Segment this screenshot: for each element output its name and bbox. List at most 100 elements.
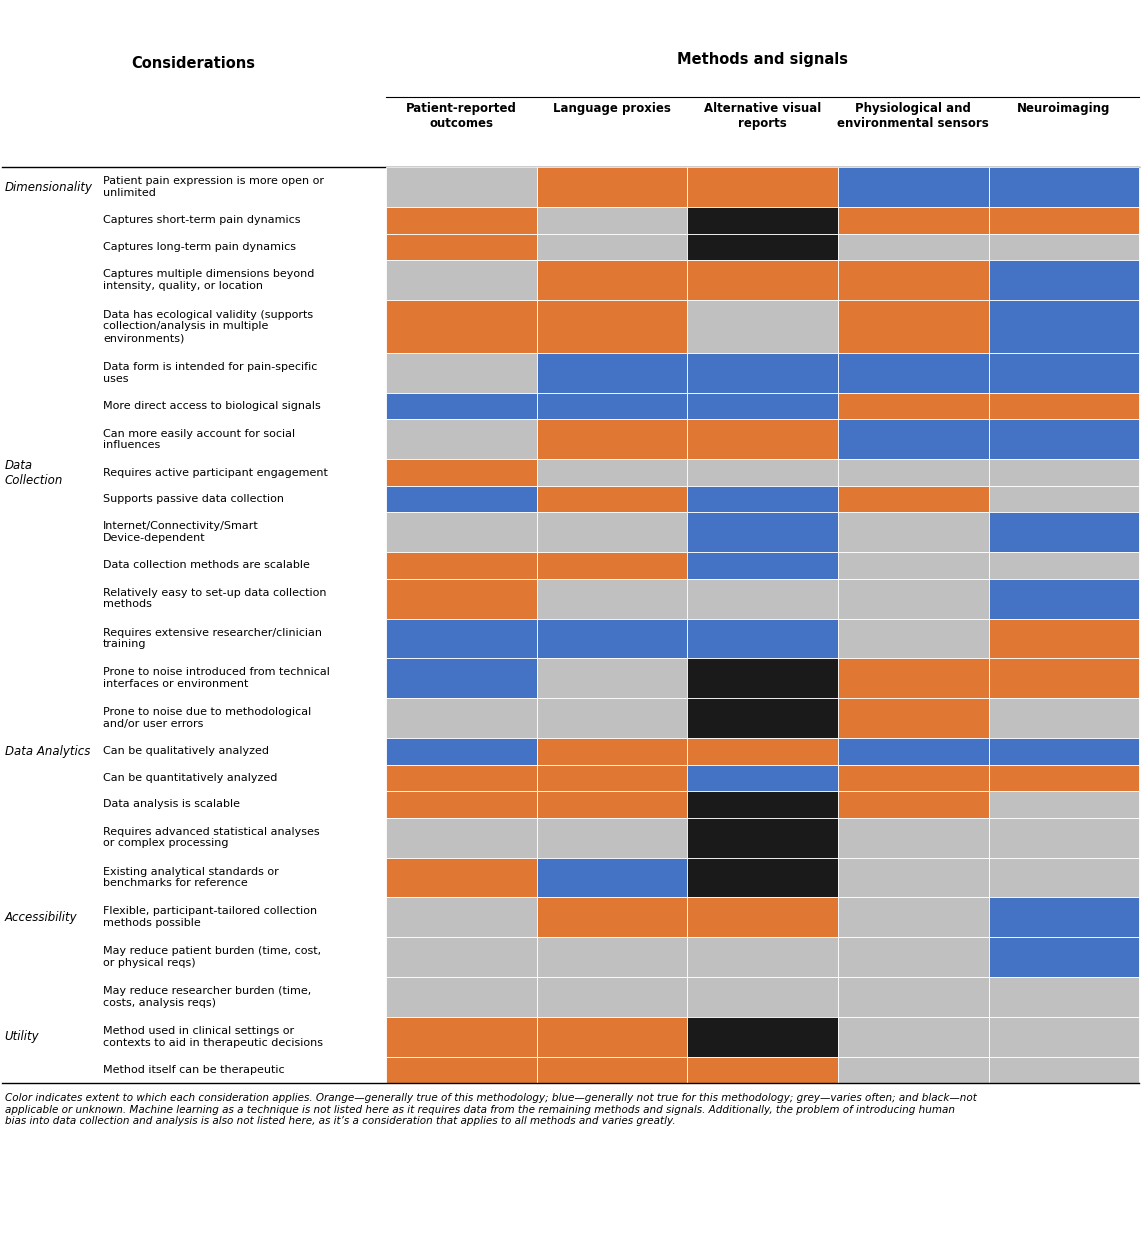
Bar [988, 392, 1139, 420]
Bar [838, 485, 988, 513]
Bar [838, 858, 988, 898]
Bar [386, 513, 537, 552]
Text: Requires active participant engagement: Requires active participant engagement [103, 468, 327, 478]
Bar [988, 659, 1139, 698]
Bar [687, 898, 838, 937]
Bar [988, 353, 1139, 392]
Text: Captures multiple dimensions beyond
intensity, quality, or location: Captures multiple dimensions beyond inte… [103, 269, 315, 291]
Text: Patient-reported
outcomes: Patient-reported outcomes [405, 102, 516, 130]
Bar [386, 791, 537, 818]
Bar [537, 167, 687, 207]
Bar [838, 207, 988, 234]
Bar [687, 260, 838, 300]
Bar [537, 459, 687, 485]
Bar [988, 698, 1139, 738]
Text: Alternative visual
reports: Alternative visual reports [704, 102, 821, 130]
Bar [537, 791, 687, 818]
Bar [537, 765, 687, 791]
Bar [386, 659, 537, 698]
Bar [687, 738, 838, 765]
Text: Language proxies: Language proxies [553, 102, 671, 115]
Text: Requires extensive researcher/clinician
training: Requires extensive researcher/clinician … [103, 628, 322, 649]
Bar [687, 300, 838, 353]
Text: Existing analytical standards or
benchmarks for reference: Existing analytical standards or benchma… [103, 867, 278, 888]
Bar [537, 937, 687, 977]
Text: Accessibility: Accessibility [5, 911, 77, 924]
Bar [988, 513, 1139, 552]
Bar [687, 818, 838, 858]
Bar [988, 738, 1139, 765]
Bar [838, 791, 988, 818]
Bar [386, 578, 537, 619]
Text: Flexible, participant-tailored collection
methods possible: Flexible, participant-tailored collectio… [103, 906, 317, 928]
Bar [687, 659, 838, 698]
Bar [386, 937, 537, 977]
Bar [537, 1016, 687, 1057]
Text: Method used in clinical settings or
contexts to aid in therapeutic decisions: Method used in clinical settings or cont… [103, 1026, 323, 1047]
Text: Relatively easy to set-up data collection
methods: Relatively easy to set-up data collectio… [103, 588, 326, 609]
Bar [386, 1016, 537, 1057]
Text: Data
Collection: Data Collection [5, 458, 63, 487]
Bar [687, 578, 838, 619]
Text: Data form is intended for pain-specific
uses: Data form is intended for pain-specific … [103, 363, 317, 384]
Bar [988, 1057, 1139, 1083]
Bar [386, 167, 537, 207]
Bar [537, 659, 687, 698]
Text: Requires advanced statistical analyses
or complex processing: Requires advanced statistical analyses o… [103, 827, 319, 848]
Bar [988, 260, 1139, 300]
Bar [537, 260, 687, 300]
Bar [537, 977, 687, 1016]
Bar [988, 1016, 1139, 1057]
Bar [687, 167, 838, 207]
Bar [537, 738, 687, 765]
Bar [687, 619, 838, 659]
Bar [537, 578, 687, 619]
Bar [988, 552, 1139, 578]
Bar [687, 552, 838, 578]
Bar [687, 207, 838, 234]
Text: Data analysis is scalable: Data analysis is scalable [103, 800, 240, 810]
Bar [386, 1057, 537, 1083]
Bar [386, 392, 537, 420]
Text: Color indicates extent to which each consideration applies. Orange—generally tru: Color indicates extent to which each con… [5, 1093, 977, 1127]
Bar [838, 459, 988, 485]
Bar [537, 818, 687, 858]
Bar [687, 1057, 838, 1083]
Bar [386, 619, 537, 659]
Text: Physiological and
environmental sensors: Physiological and environmental sensors [837, 102, 989, 130]
Bar [838, 234, 988, 260]
Bar [687, 459, 838, 485]
Bar [687, 513, 838, 552]
Bar [386, 552, 537, 578]
Bar [988, 858, 1139, 898]
Bar [838, 513, 988, 552]
Bar [537, 513, 687, 552]
Text: Captures short-term pain dynamics: Captures short-term pain dynamics [103, 215, 300, 225]
Bar [988, 765, 1139, 791]
Bar [838, 937, 988, 977]
Bar [386, 698, 537, 738]
Text: May reduce patient burden (time, cost,
or physical reqs): May reduce patient burden (time, cost, o… [103, 946, 322, 968]
Bar [838, 392, 988, 420]
Bar [687, 791, 838, 818]
Bar [988, 578, 1139, 619]
Bar [687, 977, 838, 1016]
Text: Can be quantitatively analyzed: Can be quantitatively analyzed [103, 773, 277, 782]
Bar [687, 765, 838, 791]
Text: Prone to noise due to methodological
and/or user errors: Prone to noise due to methodological and… [103, 707, 311, 729]
Text: Can more easily account for social
influences: Can more easily account for social influ… [103, 428, 295, 451]
Bar [687, 858, 838, 898]
Bar [687, 353, 838, 392]
Text: Data Analytics: Data Analytics [5, 745, 90, 758]
Bar [687, 234, 838, 260]
Bar [838, 977, 988, 1016]
Bar [386, 234, 537, 260]
Text: Dimensionality: Dimensionality [5, 181, 93, 193]
Bar [386, 300, 537, 353]
Bar [838, 578, 988, 619]
Text: Internet/Connectivity/Smart
Device-dependent: Internet/Connectivity/Smart Device-depen… [103, 521, 259, 543]
Text: Patient pain expression is more open or
unlimited: Patient pain expression is more open or … [103, 176, 324, 198]
Bar [687, 420, 838, 459]
Bar [988, 420, 1139, 459]
Bar [537, 698, 687, 738]
